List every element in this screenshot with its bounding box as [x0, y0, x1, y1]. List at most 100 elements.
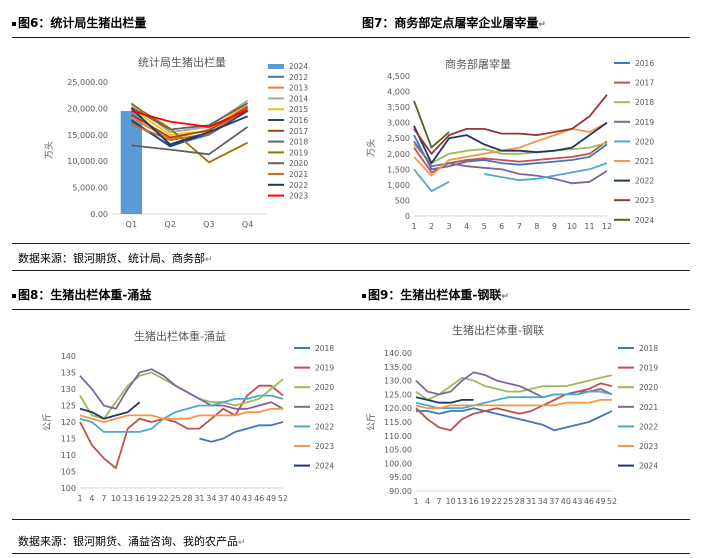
fig8-xtick: 13	[123, 494, 133, 503]
fig9-title: 生猪出栏体重-钢联	[452, 323, 544, 337]
fig7-legend-label: 2018	[635, 98, 654, 107]
fig6-legend-label: 2016	[289, 116, 308, 125]
fig7-series-2018	[413, 142, 608, 164]
fig7-xtick: 9	[552, 222, 557, 231]
fig9-series-2021	[415, 371, 613, 399]
fig6-legend-label: 2015	[289, 105, 308, 114]
fig6-ytick: 20,000.00	[67, 104, 108, 113]
fig8-ytick: 105	[61, 468, 76, 477]
fig7-series-2021	[413, 121, 608, 177]
fig7-legend-label: 2019	[635, 118, 654, 127]
fig9-ytick: 125.00	[384, 390, 412, 399]
fig9-xtick: 4	[425, 497, 430, 506]
fig7-legend-label: 2016	[635, 59, 654, 68]
fig7-xtick: 2	[429, 222, 434, 231]
fig8-xtick: 4	[89, 494, 94, 503]
fig6-ytick: 10,000.00	[67, 157, 108, 166]
fig6-series-2020	[131, 126, 249, 156]
fig7-xtick: 1	[411, 222, 416, 231]
fig6-legend-swatch	[268, 64, 284, 69]
fig7-xtick: 8	[534, 222, 539, 231]
fig9-ytick: 120.00	[384, 404, 412, 413]
fig9-ytick: 100.00	[384, 459, 412, 468]
fig8-legend-label: 2023	[315, 442, 334, 451]
fig7-ytick: 3,500	[387, 103, 410, 112]
fig8-xtick: 19	[147, 494, 157, 503]
fig6-y-label: 万头	[44, 141, 55, 159]
fig8-header: 图8：生猪出栏体重-涌益	[12, 286, 151, 303]
fig7-xtick: 12	[602, 222, 612, 231]
fig7-series-2020	[413, 162, 608, 192]
fig8-series-2019	[79, 384, 284, 470]
fig8-ytick: 115	[61, 435, 76, 444]
fig7-title: 商务部屠宰量	[445, 57, 511, 71]
fig9-xtick: 49	[595, 497, 605, 506]
fig9-ytick: 105.00	[384, 446, 412, 455]
fig8-xtick: 10	[111, 494, 121, 503]
fig9-xtick: 10	[445, 497, 455, 506]
top-rule	[12, 37, 690, 38]
fig6-xtick: Q3	[203, 220, 214, 229]
fig9-xtick: 25	[503, 497, 513, 506]
fig9-xtick: 1	[413, 497, 418, 506]
fig8-legend-label: 2022	[315, 422, 334, 431]
fig6-header: 图6：统计局生猪出栏量	[12, 14, 146, 31]
fig8-xtick: 16	[135, 494, 145, 503]
fig9-legend-label: 2018	[639, 344, 658, 353]
fig8-legend-label: 2018	[315, 344, 334, 353]
fig6-legend-label: 2017	[289, 127, 308, 136]
fig9-xtick: 13	[457, 497, 467, 506]
fig8-series-2021	[79, 368, 284, 410]
fig7-ytick: 500	[395, 196, 410, 205]
fig7-xtick: 11	[584, 222, 594, 231]
fig6-ytick: 0.00	[90, 210, 108, 219]
fig8-xtick: 43	[242, 494, 252, 503]
fig8-xtick: 52	[278, 494, 288, 503]
fig8-ytick: 100	[61, 484, 76, 493]
fig8-xtick: 1	[77, 494, 82, 503]
fig8-ytick: 110	[61, 451, 76, 460]
fig8-ytick: 140	[61, 352, 76, 361]
fig9-xtick: 52	[607, 497, 617, 506]
fig8-xtick: 25	[170, 494, 180, 503]
mid-rule-2	[12, 270, 690, 271]
fig9-ytick: 115.00	[384, 418, 412, 427]
fig8-xtick: 28	[182, 494, 192, 503]
fig9-series-2023	[415, 399, 612, 410]
fig7-series-2023	[413, 94, 608, 155]
fig7-legend-label: 2023	[635, 196, 654, 205]
fig9-legend-label: 2022	[639, 422, 658, 431]
fig9-legend-label: 2020	[639, 383, 658, 392]
fig7-ytick: 0	[405, 212, 410, 221]
fig9-y-label: 公斤	[366, 413, 377, 431]
fig8-y-label: 公斤	[42, 413, 53, 431]
fig8-xtick: 40	[230, 494, 240, 503]
fig7-series-2017	[413, 140, 608, 174]
fig8-ytick: 130	[61, 385, 76, 394]
fig6-legend-label: 2019	[289, 148, 308, 157]
fig8-series-2024	[79, 401, 141, 420]
fig7-xtick: 4	[464, 222, 469, 231]
fig8-legend-label: 2019	[315, 364, 334, 373]
fig9-legend-label: 2023	[639, 442, 658, 451]
fig9-legend-label: 2024	[639, 462, 658, 471]
fig9-series-2022	[415, 390, 613, 410]
fig6-series-2015	[130, 102, 249, 136]
fig6-legend-label: 2021	[289, 170, 308, 179]
fig9-xtick: 34	[538, 497, 548, 506]
fig9-xtick: 46	[584, 497, 594, 506]
fig7-legend-label: 2020	[635, 137, 654, 146]
bottom-rule-2	[12, 553, 690, 554]
fig8-xtick: 22	[158, 494, 168, 503]
fig9-legend-label: 2021	[639, 403, 658, 412]
fig9-xtick: 16	[469, 497, 479, 506]
upper-rule-bottom	[12, 309, 690, 310]
fig7-xtick: 3	[447, 222, 452, 231]
fig9-ytick: 110.00	[384, 432, 412, 441]
fig7-ytick: 2,500	[387, 134, 410, 143]
fig9-xtick: 31	[526, 497, 536, 506]
fig7-series-2022	[413, 121, 608, 164]
source-top: 数据来源：银河期货、统计局、商务部↵	[18, 252, 213, 265]
